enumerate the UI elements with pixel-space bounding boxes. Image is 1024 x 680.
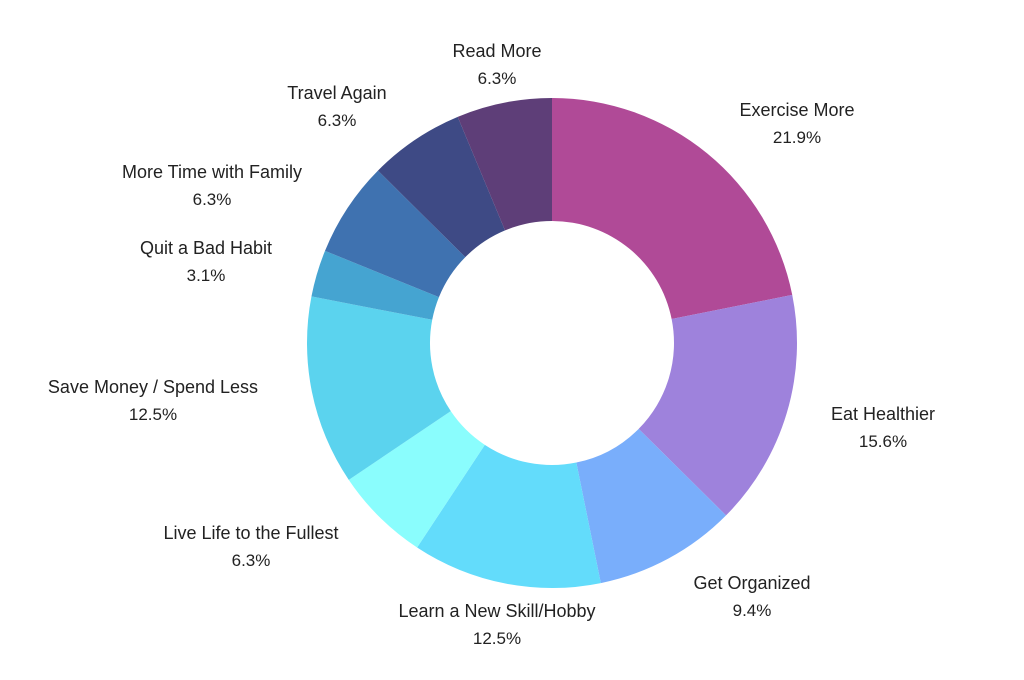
- slices-group: [307, 98, 797, 588]
- slice-value-eat-healthier: 15.6%: [859, 432, 907, 451]
- slice-quit-a-bad-habit: [311, 250, 439, 320]
- labels-group: Exercise More 21.9% Eat Healthier 15.6% Get …: [48, 41, 935, 648]
- slice-label-travel-again: Travel Again: [287, 83, 386, 103]
- slice-value-save-money-spend-less: 12.5%: [129, 405, 177, 424]
- slice-label-save-money-spend-less: Save Money / Spend Less: [48, 377, 258, 397]
- slice-label-quit-a-bad-habit: Quit a Bad Habit: [140, 238, 272, 258]
- slice-travel-again: [377, 116, 506, 258]
- slice-label-more-time-with-family: More Time with Family: [122, 162, 302, 182]
- slice-label-live-life-to-the-fullest: Live Life to the Fullest: [163, 523, 338, 543]
- slice-label-exercise-more: Exercise More: [739, 100, 854, 120]
- slice-get-organized: [576, 428, 727, 584]
- slice-value-more-time-with-family: 6.3%: [193, 190, 232, 209]
- slice-value-quit-a-bad-habit: 3.1%: [187, 266, 226, 285]
- slice-exercise-more: [552, 98, 793, 320]
- slice-value-live-life-to-the-fullest: 6.3%: [232, 551, 271, 570]
- slice-live-life-to-the-fullest: [348, 411, 485, 548]
- slice-value-read-more: 6.3%: [478, 69, 517, 88]
- slice-save-money-spend-less: [307, 296, 451, 480]
- slice-value-travel-again: 6.3%: [318, 111, 357, 130]
- slice-label-read-more: Read More: [452, 41, 541, 61]
- slice-value-learn-a-new-skill-hobby: 12.5%: [473, 629, 521, 648]
- slice-value-get-organized: 9.4%: [733, 601, 772, 620]
- slice-label-eat-healthier: Eat Healthier: [831, 404, 935, 424]
- slice-read-more: [457, 98, 552, 231]
- slice-eat-healthier: [638, 294, 797, 516]
- slice-more-time-with-family: [324, 170, 466, 298]
- slice-label-get-organized: Get Organized: [693, 573, 810, 593]
- slice-value-exercise-more: 21.9%: [773, 128, 821, 147]
- slice-learn-a-new-skill-hobby: [417, 444, 601, 588]
- slice-label-learn-a-new-skill-hobby: Learn a New Skill/Hobby: [398, 601, 595, 621]
